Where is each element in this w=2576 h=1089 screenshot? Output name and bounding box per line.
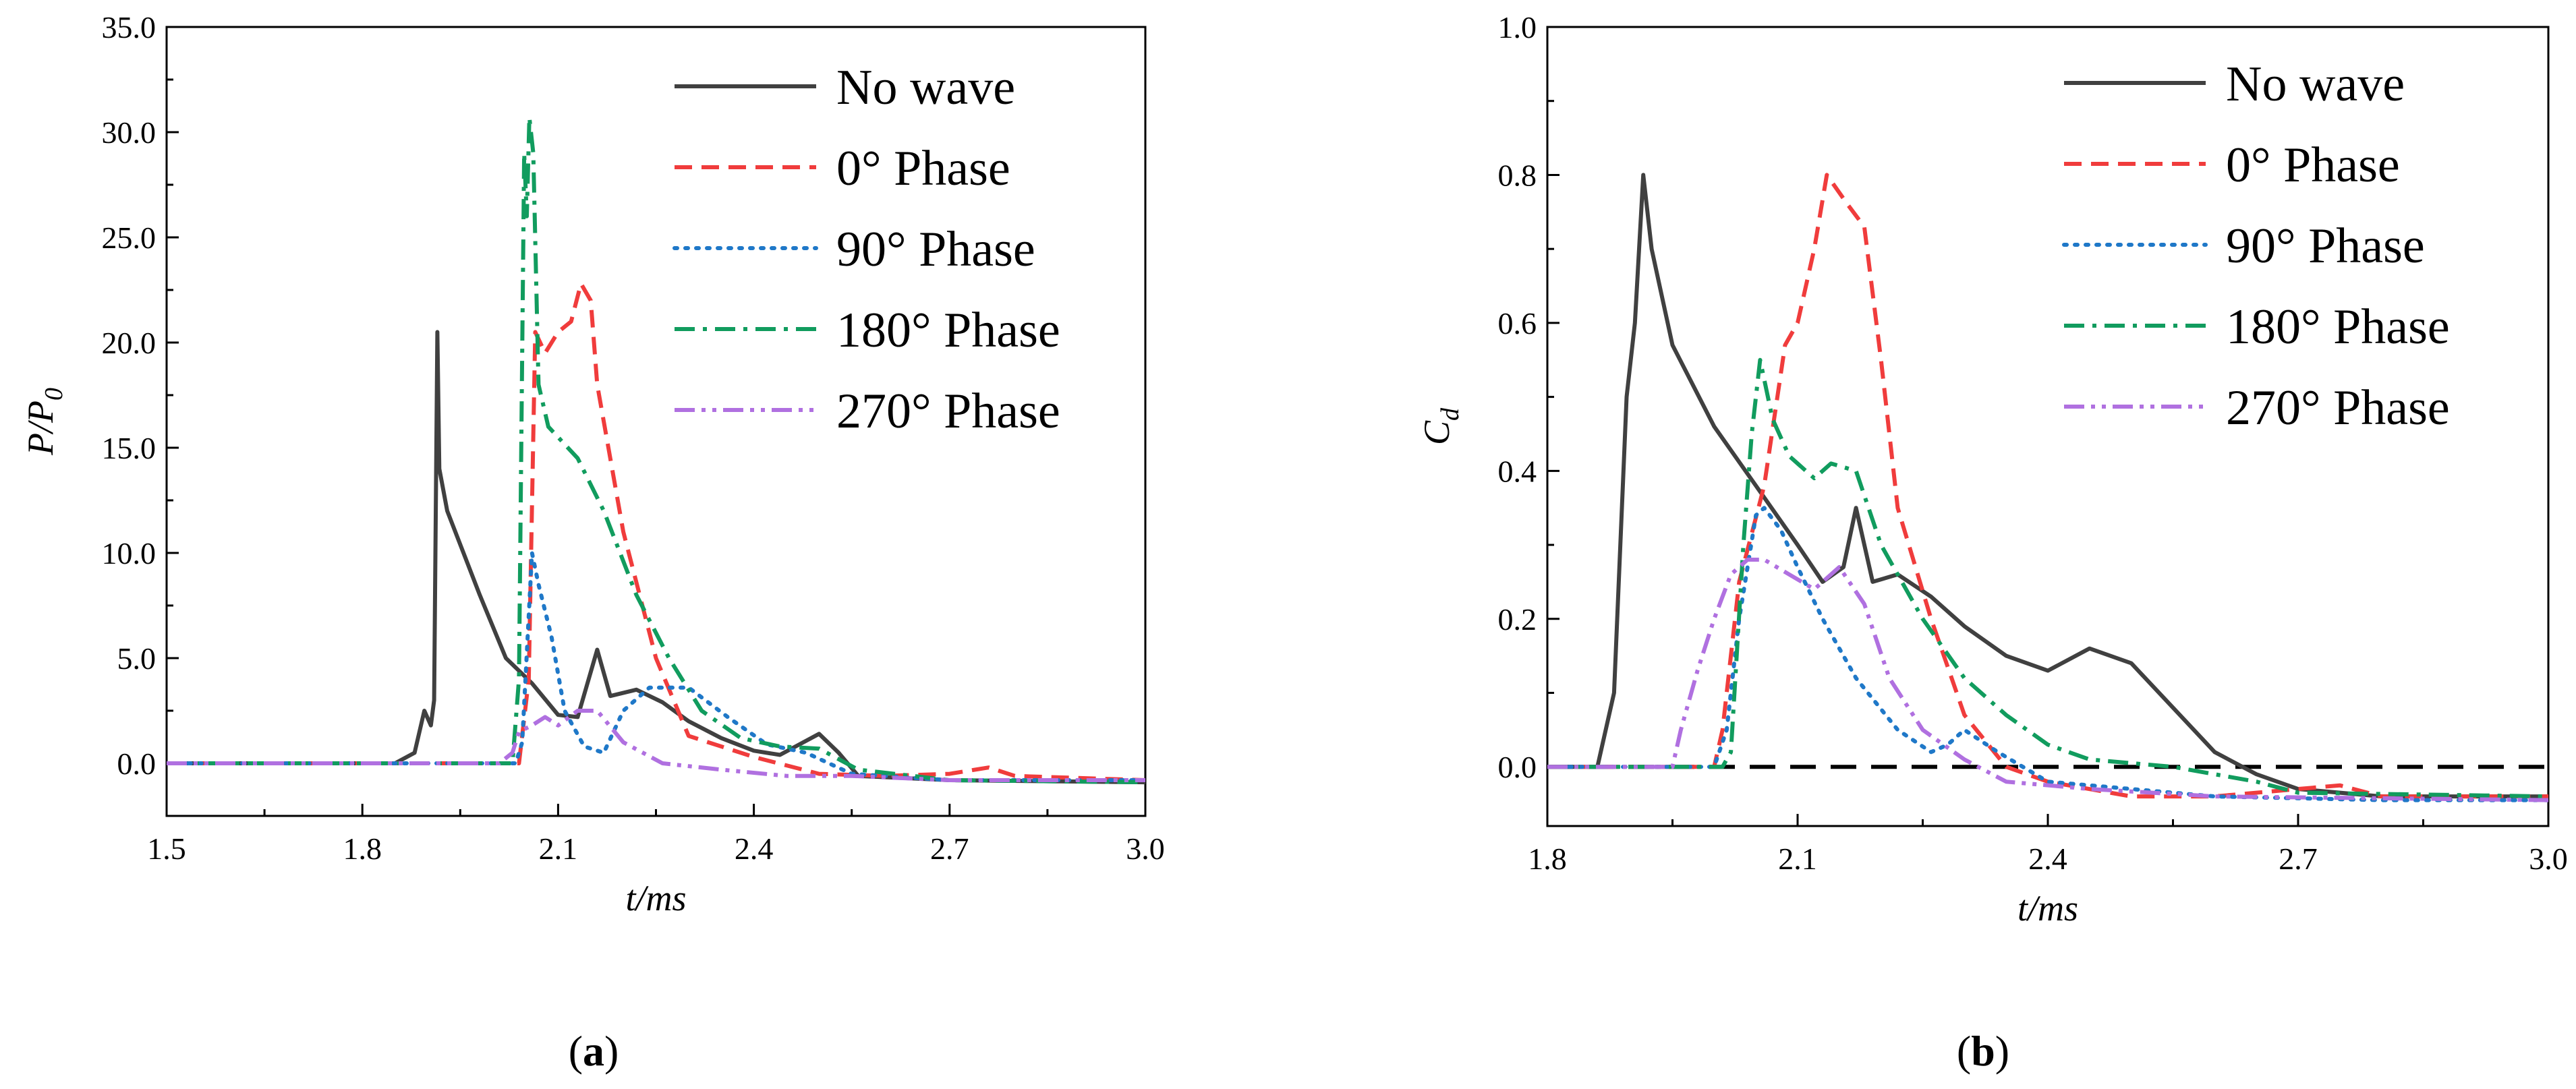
y-tick-label: 0.2	[1498, 602, 1537, 637]
legend-label: 180° Phase	[2226, 299, 2450, 355]
y-axis-label-main: P/P	[20, 401, 61, 456]
panel-caption: (b)	[1957, 1027, 2009, 1075]
x-tick-label: 2.4	[735, 831, 774, 866]
svg-text:P/P0: P/P0	[20, 388, 68, 456]
x-tick-label: 1.8	[343, 831, 382, 866]
legend-label: 270° Phase	[2226, 380, 2450, 436]
x-axis-label: t/ms	[625, 878, 686, 918]
y-tick-label: 0.0	[117, 746, 156, 781]
x-tick-label: 2.7	[930, 831, 969, 866]
x-tick-label: 2.7	[2279, 842, 2318, 876]
panel-caption: (a)	[569, 1027, 619, 1075]
legend-label: 0° Phase	[836, 141, 1010, 196]
y-tick-label: 5.0	[117, 641, 156, 676]
y-tick-label: 0.0	[1498, 750, 1537, 784]
y-tick-label: 10.0	[102, 536, 156, 570]
x-tick-label: 3.0	[2529, 842, 2568, 876]
series-line-phase-90	[1547, 506, 2548, 802]
y-tick-label: 15.0	[102, 431, 156, 465]
y-axis-label-subscript: d	[1436, 407, 1464, 421]
y-tick-label: 30.0	[102, 115, 156, 150]
legend-label: 90° Phase	[836, 222, 1035, 277]
y-axis-label: P/P0	[20, 388, 68, 456]
legend: No wave 0° Phase 90° Phase 180° Phase 270° P…	[2062, 57, 2450, 436]
legend-label: 0° Phase	[2226, 138, 2400, 193]
series-line-phase-180	[1547, 357, 2548, 799]
legend-label: 270° Phase	[836, 384, 1060, 439]
x-tick-label: 1.5	[147, 831, 186, 866]
y-tick-label: 0.4	[1498, 454, 1537, 488]
y-tick-label: 20.0	[102, 326, 156, 360]
series-line-no-wave	[167, 330, 1145, 785]
y-axis-label: Cd	[1416, 407, 1464, 445]
x-axis-label: t/ms	[2017, 888, 2078, 929]
x-tick-label: 3.0	[1126, 831, 1165, 866]
series-line-no-wave	[1547, 173, 2548, 799]
series-line-phase-270	[1547, 558, 2548, 802]
series-line-phase-0	[167, 281, 1145, 782]
legend-label: 90° Phase	[2226, 218, 2425, 274]
y-tick-label: 0.6	[1498, 306, 1537, 341]
legend-label: No wave	[2226, 57, 2405, 112]
y-tick-label: 25.0	[102, 220, 156, 255]
x-tick-label: 1.8	[1528, 842, 1567, 876]
chart-a-pressure: 1.5 1.8 2.1 2.4 2.7 3.0 0.0 5.0 10.0 15.0 20.0 25.0…	[20, 10, 1165, 1075]
y-axis-label-subscript: 0	[40, 388, 68, 401]
series-line-phase-90	[167, 551, 1145, 782]
x-tick-label: 2.4	[2028, 842, 2067, 876]
x-tick-label: 2.1	[539, 831, 578, 866]
y-tick-label: 1.0	[1498, 10, 1537, 45]
svg-text:Cd: Cd	[1416, 407, 1464, 445]
legend-label: No wave	[836, 60, 1015, 115]
legend: No wave 0° Phase 90° Phase 180° Phase 270° P…	[672, 60, 1060, 439]
y-tick-label: 0.8	[1498, 158, 1537, 192]
series-line-phase-180	[167, 115, 1145, 785]
legend-label: 180° Phase	[836, 303, 1060, 358]
series-line-phase-270	[167, 709, 1145, 782]
y-tick-label: 35.0	[102, 10, 156, 45]
y-axis-label-main: C	[1416, 420, 1457, 445]
x-tick-label: 2.1	[1778, 842, 1817, 876]
chart-b-drag-coefficient: 1.8 2.1 2.4 2.7 3.0 0.0 0.2 0.4 0.6 0.8 1.0 t/ms Cd N…	[1416, 10, 2568, 1075]
